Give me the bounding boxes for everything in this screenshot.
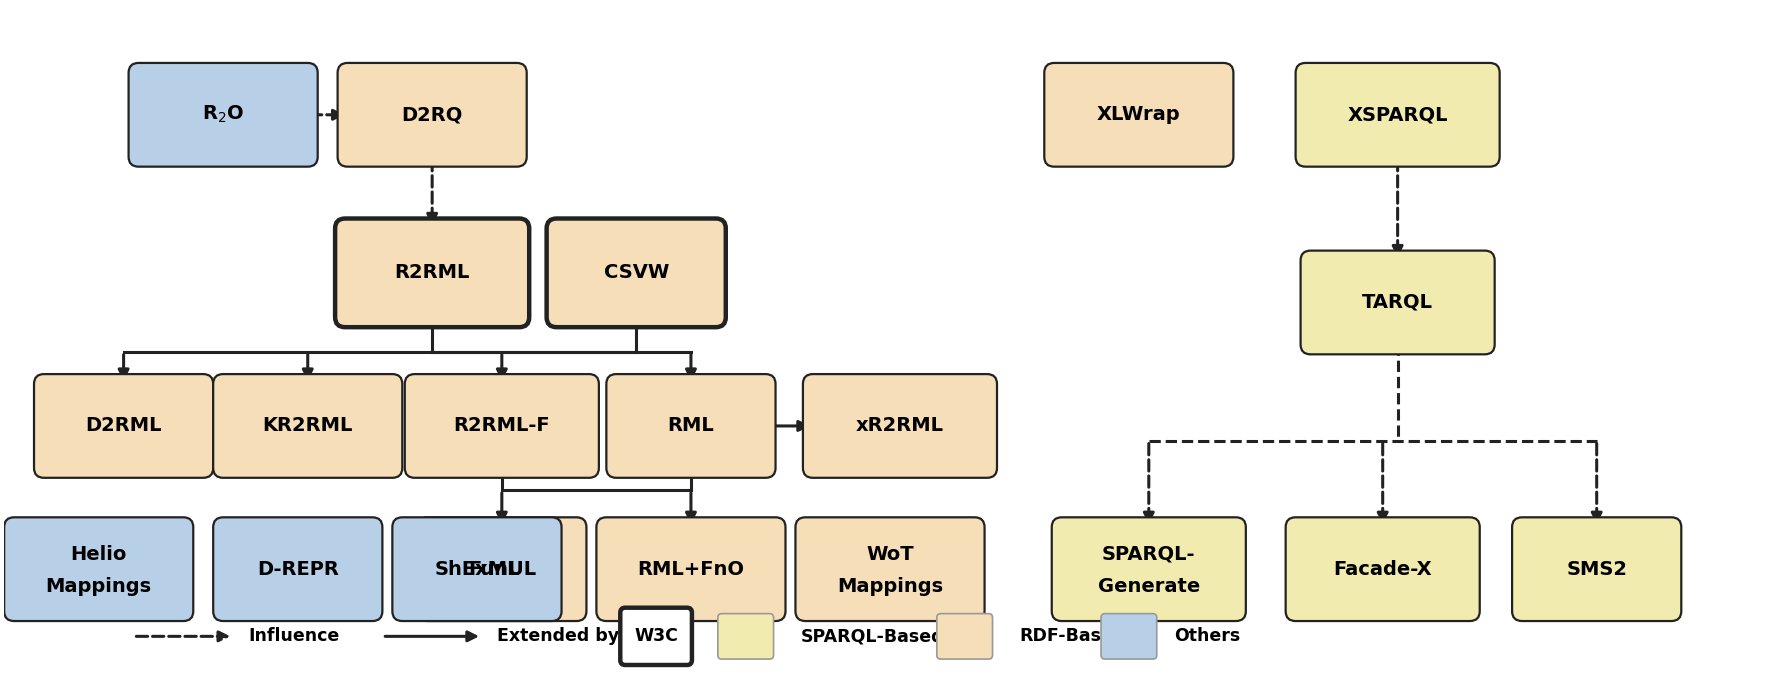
FancyBboxPatch shape <box>1286 518 1479 621</box>
FancyBboxPatch shape <box>335 218 530 327</box>
Text: TARQL: TARQL <box>1363 293 1433 312</box>
Text: CSVW: CSVW <box>603 263 669 282</box>
Text: R2RML: R2RML <box>394 263 469 282</box>
Text: WoT: WoT <box>867 545 913 564</box>
Text: XSPARQL: XSPARQL <box>1347 105 1449 124</box>
Text: XLWrap: XLWrap <box>1097 105 1181 124</box>
FancyBboxPatch shape <box>796 518 985 621</box>
Text: Generate: Generate <box>1097 578 1201 597</box>
FancyBboxPatch shape <box>596 518 785 621</box>
Text: RDF-Based: RDF-Based <box>1019 627 1126 645</box>
Text: W3C: W3C <box>633 627 678 645</box>
Text: D-REPR: D-REPR <box>257 560 339 579</box>
Text: Others: Others <box>1174 627 1240 645</box>
Text: FunUL: FunUL <box>467 560 535 579</box>
FancyBboxPatch shape <box>34 374 212 478</box>
FancyBboxPatch shape <box>803 374 997 478</box>
Text: R$_2$O: R$_2$O <box>202 104 244 125</box>
Text: SMS2: SMS2 <box>1566 560 1627 579</box>
FancyBboxPatch shape <box>212 374 403 478</box>
FancyBboxPatch shape <box>1301 250 1495 355</box>
FancyBboxPatch shape <box>1044 63 1233 166</box>
FancyBboxPatch shape <box>337 63 526 166</box>
FancyBboxPatch shape <box>212 518 382 621</box>
Text: RML: RML <box>667 417 714 435</box>
Text: Facade-X: Facade-X <box>1333 560 1433 579</box>
FancyBboxPatch shape <box>1513 518 1681 621</box>
Text: SPARQL-Based: SPARQL-Based <box>801 627 944 645</box>
Text: D2RQ: D2RQ <box>401 105 462 124</box>
Text: ShExML: ShExML <box>434 560 519 579</box>
FancyBboxPatch shape <box>1295 63 1500 166</box>
FancyBboxPatch shape <box>546 218 726 327</box>
Text: Mappings: Mappings <box>837 578 944 597</box>
FancyBboxPatch shape <box>4 518 193 621</box>
FancyBboxPatch shape <box>417 518 587 621</box>
FancyBboxPatch shape <box>607 374 776 478</box>
FancyBboxPatch shape <box>717 614 774 659</box>
Text: SPARQL-: SPARQL- <box>1103 545 1195 564</box>
Text: R2RML-F: R2RML-F <box>453 417 549 435</box>
Text: xR2RML: xR2RML <box>856 417 944 435</box>
Text: D2RML: D2RML <box>86 417 162 435</box>
FancyBboxPatch shape <box>937 614 992 659</box>
FancyBboxPatch shape <box>1053 518 1245 621</box>
Text: RML+FnO: RML+FnO <box>637 560 744 579</box>
Text: Extended by: Extended by <box>498 627 619 645</box>
Text: Influence: Influence <box>248 627 339 645</box>
FancyBboxPatch shape <box>128 63 318 166</box>
FancyBboxPatch shape <box>1101 614 1156 659</box>
Text: Helio: Helio <box>71 545 127 564</box>
FancyBboxPatch shape <box>621 608 692 665</box>
Text: Mappings: Mappings <box>46 578 152 597</box>
Text: KR2RML: KR2RML <box>262 417 353 435</box>
FancyBboxPatch shape <box>405 374 599 478</box>
FancyBboxPatch shape <box>392 518 562 621</box>
